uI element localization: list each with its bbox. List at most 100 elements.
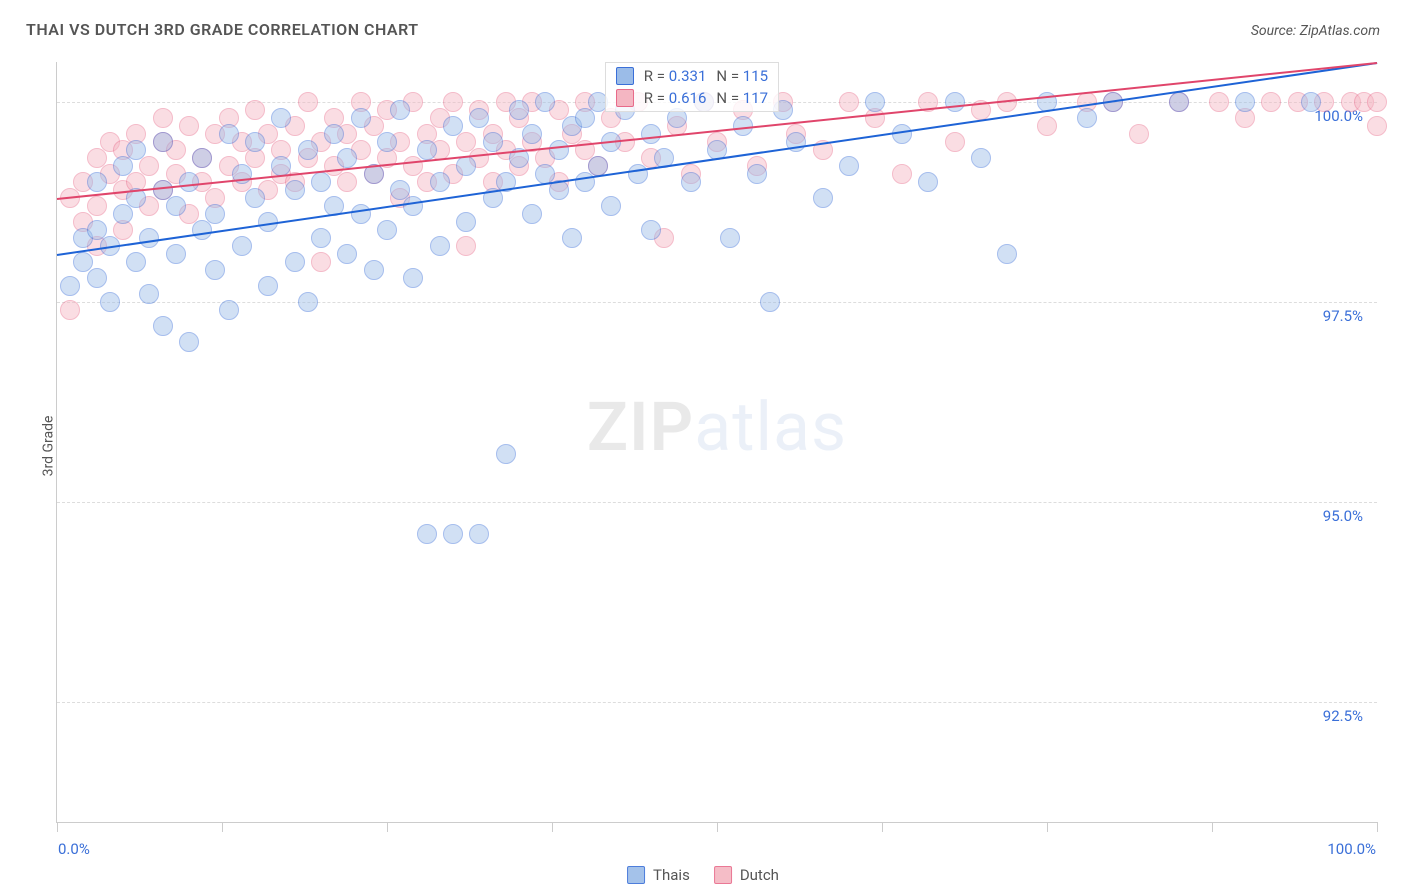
data-point	[351, 108, 371, 128]
data-point	[469, 524, 489, 544]
data-point	[522, 124, 542, 144]
data-point	[681, 172, 701, 192]
data-point	[219, 300, 239, 320]
legend: Thais Dutch	[627, 866, 779, 884]
data-point	[1169, 92, 1189, 112]
scatter-plot: ZIPatlas 92.5%95.0%97.5%100.0%R = 0.331N…	[56, 62, 1377, 823]
data-point	[443, 116, 463, 136]
data-point	[747, 164, 767, 184]
data-point	[1367, 116, 1387, 136]
legend-label-dutch: Dutch	[740, 866, 779, 884]
data-point	[456, 236, 476, 256]
stats-row: R = 0.331N = 115	[606, 65, 778, 87]
data-point	[377, 132, 397, 152]
data-point	[1037, 116, 1057, 136]
title-bar: THAI VS DUTCH 3RD GRADE CORRELATION CHAR…	[26, 20, 1380, 39]
legend-swatch-thais	[627, 866, 645, 884]
data-point	[126, 140, 146, 160]
data-point	[139, 156, 159, 176]
data-point	[351, 204, 371, 224]
stats-swatch	[616, 67, 634, 85]
data-point	[153, 316, 173, 336]
x-tick	[1212, 822, 1213, 832]
data-point	[417, 140, 437, 160]
data-point	[205, 204, 225, 224]
data-point	[87, 268, 107, 288]
data-point	[219, 124, 239, 144]
legend-swatch-dutch	[714, 866, 732, 884]
data-point	[469, 108, 489, 128]
data-point	[311, 252, 331, 272]
x-tick	[717, 822, 718, 832]
data-point	[588, 156, 608, 176]
data-point	[417, 524, 437, 544]
stats-swatch	[616, 89, 634, 107]
data-point	[720, 228, 740, 248]
data-point	[1077, 108, 1097, 128]
data-point	[403, 196, 423, 216]
y-tick-label: 97.5%	[1323, 307, 1363, 325]
data-point	[258, 276, 278, 296]
data-point	[601, 196, 621, 216]
stats-r: R = 0.331	[644, 67, 707, 85]
data-point	[311, 228, 331, 248]
data-point	[271, 156, 291, 176]
data-point	[430, 236, 450, 256]
data-point	[1261, 92, 1281, 112]
data-point	[245, 132, 265, 152]
data-point	[153, 108, 173, 128]
data-point	[496, 444, 516, 464]
data-point	[324, 124, 344, 144]
data-point	[126, 252, 146, 272]
legend-item-dutch: Dutch	[714, 866, 779, 884]
data-point	[179, 332, 199, 352]
data-point	[153, 132, 173, 152]
data-point	[839, 92, 859, 112]
data-point	[483, 132, 503, 152]
data-point	[337, 172, 357, 192]
watermark: ZIPatlas	[587, 387, 847, 467]
data-point	[1367, 92, 1387, 112]
data-point	[364, 260, 384, 280]
data-point	[562, 228, 582, 248]
data-point	[997, 244, 1017, 264]
data-point	[139, 284, 159, 304]
data-point	[575, 108, 595, 128]
data-point	[337, 244, 357, 264]
data-point	[760, 292, 780, 312]
x-axis-max-label: 100.0%	[1327, 840, 1376, 858]
data-point	[166, 244, 186, 264]
legend-label-thais: Thais	[653, 866, 690, 884]
y-axis-title: 3rd Grade	[40, 416, 56, 477]
data-point	[813, 188, 833, 208]
x-tick	[1047, 822, 1048, 832]
legend-item-thais: Thais	[627, 866, 690, 884]
data-point	[311, 172, 331, 192]
data-point	[139, 228, 159, 248]
data-point	[285, 252, 305, 272]
data-point	[232, 236, 252, 256]
data-point	[205, 260, 225, 280]
x-axis-min-label: 0.0%	[58, 840, 90, 858]
chart-title: THAI VS DUTCH 3RD GRADE CORRELATION CHAR…	[26, 20, 419, 39]
data-point	[245, 100, 265, 120]
data-point	[456, 156, 476, 176]
watermark-atlas: atlas	[694, 387, 847, 467]
stats-r: R = 0.616	[644, 89, 707, 107]
data-point	[113, 204, 133, 224]
y-tick-label: 95.0%	[1323, 507, 1363, 525]
data-point	[865, 92, 885, 112]
x-tick	[552, 822, 553, 832]
y-tick-label: 92.5%	[1323, 707, 1363, 725]
data-point	[271, 108, 291, 128]
data-point	[179, 172, 199, 192]
data-point	[337, 148, 357, 168]
data-point	[1301, 92, 1321, 112]
data-point	[549, 140, 569, 160]
data-point	[945, 92, 965, 112]
source-label: Source: ZipAtlas.com	[1251, 23, 1380, 39]
data-point	[641, 124, 661, 144]
data-point	[1129, 124, 1149, 144]
data-point	[100, 292, 120, 312]
data-point	[945, 132, 965, 152]
